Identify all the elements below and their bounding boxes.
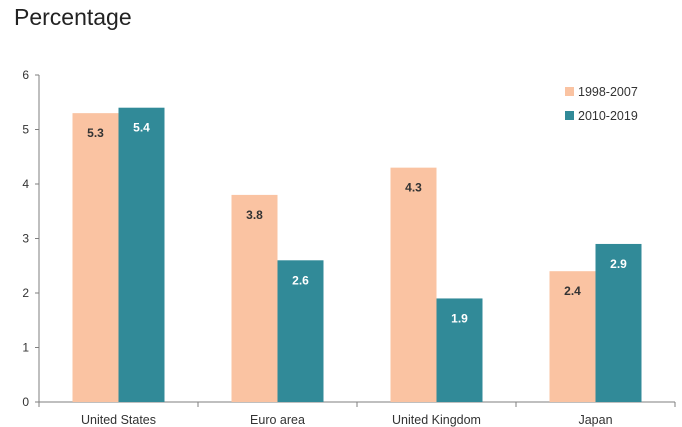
- y-axis: 0 1 2 3 4 5 6: [22, 68, 40, 409]
- y-tick-label-6: 6: [22, 68, 29, 82]
- bar-2-1: [277, 260, 324, 402]
- legend-swatch-1: [565, 87, 574, 96]
- y-tick-label-0: 0: [22, 395, 29, 409]
- chart-title: Percentage: [14, 4, 132, 30]
- y-tick-label-1: 1: [22, 341, 29, 355]
- y-tick-label-4: 4: [22, 177, 29, 191]
- x-tick-label-1: Euro area: [250, 413, 305, 427]
- x-tick-label-3: Japan: [578, 413, 612, 427]
- bar-1-3: [549, 271, 596, 402]
- bars: 5.3 5.4 3.8 2.6 4.3 1.9 2.4 2.9: [72, 107, 642, 403]
- x-axis: United States Euro area United Kingdom Japa…: [38, 401, 676, 427]
- y-tick-label-2: 2: [22, 286, 29, 300]
- bar-1-0: [72, 113, 119, 403]
- y-tick-label-5: 5: [22, 123, 29, 137]
- data-label-2-3: 2.9: [610, 257, 627, 271]
- bar-2-2: [436, 298, 483, 402]
- bar-1-2: [390, 167, 437, 402]
- x-tick-label-2: United Kingdom: [392, 413, 481, 427]
- bar-1-1: [231, 194, 278, 402]
- legend-label-2: 2010-2019: [578, 109, 638, 123]
- y-tick-label-3: 3: [22, 232, 29, 246]
- bar-2-3: [595, 243, 642, 402]
- data-label-2-0: 5.4: [133, 121, 150, 135]
- data-label-2-1: 2.6: [292, 273, 309, 287]
- legend: 1998-2007 2010-2019: [565, 85, 638, 123]
- data-label-1-0: 5.3: [87, 126, 104, 140]
- x-tick-label-0: United States: [81, 413, 156, 427]
- data-label-1-3: 2.4: [564, 284, 581, 298]
- data-label-2-2: 1.9: [451, 311, 468, 325]
- legend-label-1: 1998-2007: [578, 85, 638, 99]
- data-label-1-2: 4.3: [405, 181, 422, 195]
- data-label-1-1: 3.8: [246, 208, 263, 222]
- bar-2-0: [118, 107, 165, 402]
- legend-swatch-2: [565, 111, 574, 120]
